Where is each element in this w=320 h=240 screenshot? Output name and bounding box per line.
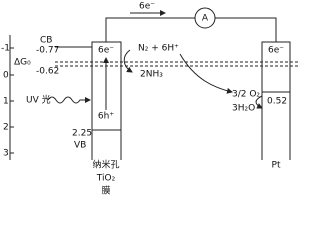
ammeter [194,7,216,29]
tio2-caption: 膜 [101,186,110,197]
tio2-caption: TiO₂ [96,174,116,184]
tio2-electrons: 6e⁻ [98,46,114,56]
oxidation-reactant: 3/2 O₂ [232,90,260,100]
reduction-reactants: N₂ + 6H⁺ [138,44,179,54]
level-potential: -0.62 [36,67,59,77]
axis-ticks [10,47,14,154]
tick-label: -1 [1,44,10,54]
pt-caption: Pt [272,161,281,171]
electron-path-arrow [179,53,233,94]
pt-electrode [261,41,291,160]
reduction-arrow [123,49,133,73]
light-arrow [47,96,91,104]
tio2-caption: 纳米孔 [92,159,119,171]
band-gap: 2.25 [72,129,92,139]
tick-label: 3 [3,149,9,159]
oxidation-product: 3H₂O [232,104,255,114]
cb-potential: -0.77 [36,46,59,56]
oxidation-arrow [255,95,263,109]
tick-label: 1 [3,97,9,107]
tick-label: 0 [3,71,9,81]
pt-potential: 0.52 [267,97,287,107]
diagram: -1 0 1 2 3 A 6e⁻ CB -0.77 ΔG₀ -0.62 6e⁻ … [1,2,300,197]
delta-g: ΔG₀ [14,58,31,68]
light-label: UV 光 [26,94,51,106]
vb-label: VB [74,141,86,151]
ammeter-label: A [202,14,209,24]
tio2-holes: 6h⁺ [98,112,114,122]
cb-label: CB [40,36,52,46]
tio2-electrode [91,41,122,160]
reduction-product: 2NH₃ [140,70,163,80]
electron-flow-label: 6e⁻ [139,2,155,12]
circuit-wire [105,17,277,42]
tick-label: 2 [3,123,9,133]
pt-electrons: 6e⁻ [268,46,284,56]
